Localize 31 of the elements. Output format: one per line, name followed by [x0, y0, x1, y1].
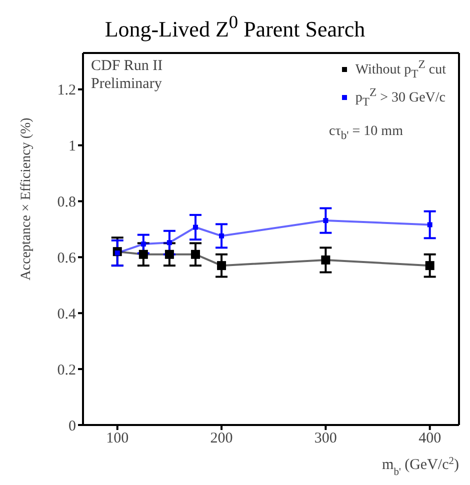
legend-label: p$_{T}$$^{Z}$ > 30 GeV/c — [355, 86, 446, 109]
point — [425, 261, 434, 270]
point — [190, 250, 200, 259]
x-tick-label: 200 — [210, 430, 233, 447]
annotation: cτ$_{b'}$ = 10 mm — [329, 124, 403, 142]
y-tick-label: 0 — [68, 418, 76, 434]
annotation: Preliminary — [91, 76, 162, 93]
point — [138, 250, 148, 259]
x-tick-label: 400 — [418, 430, 442, 447]
point — [427, 222, 432, 228]
point — [219, 233, 224, 238]
y-axis-title: Acceptance × Efficiency (%) — [19, 117, 34, 280]
y-tick-label: 0.6 — [57, 250, 76, 267]
y-tick-label: 1.2 — [57, 82, 76, 99]
point — [217, 261, 226, 270]
chart-title: Long-Lived Z$^{0}$ Parent Search — [104, 12, 366, 42]
y-tick-label: 0.8 — [57, 194, 76, 211]
y-tick-label: 0.4 — [57, 306, 76, 322]
x-tick-label: 300 — [314, 430, 337, 447]
point — [164, 250, 174, 259]
y-tick-label: 0.2 — [57, 362, 76, 378]
point — [166, 240, 172, 246]
x-tick-label: 100 — [106, 430, 129, 447]
x-axis-title: m$_{b'}$ (GeV/c$^{2}$) — [382, 456, 459, 478]
point — [192, 224, 198, 230]
y-tick-label: 1 — [68, 138, 76, 155]
point — [140, 242, 146, 247]
legend-label: Without p$_{T}$$^{Z}$ cut — [355, 58, 446, 80]
annotation: CDF Run II — [91, 58, 163, 75]
point — [323, 218, 328, 224]
point — [321, 255, 330, 264]
